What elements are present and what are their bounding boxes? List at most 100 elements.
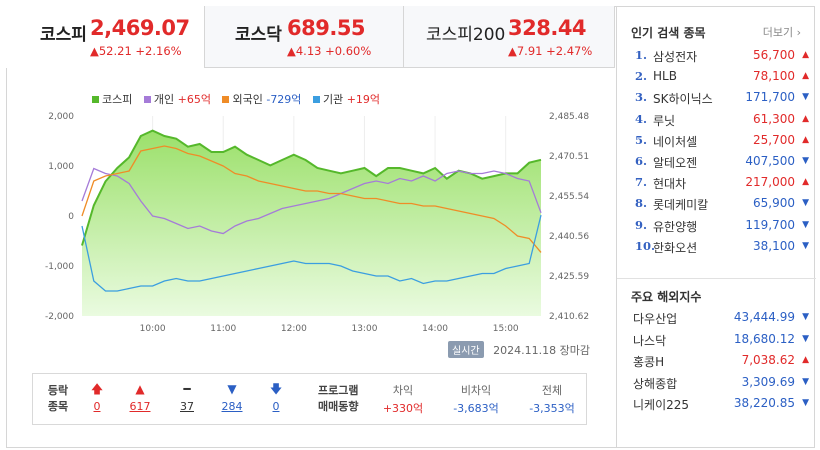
x-tick: 12:00 [281, 324, 307, 334]
stock-name: HLB [653, 69, 677, 84]
kospi-area [82, 130, 541, 316]
y-tick-left: -2,000 [45, 312, 74, 322]
rank-number: 1. [635, 48, 648, 62]
stock-name: 네이처셀 [653, 134, 698, 149]
list-item[interactable]: 2. HLB 78,100 ▲ [631, 69, 811, 90]
more-link[interactable]: 더보기 › [762, 26, 801, 39]
triangle-down-icon: ▼ [802, 398, 809, 408]
popular-title: 인기 검색 종목 [631, 26, 706, 40]
tab-kospi200[interactable]: 코스피200 328.44 ▲7.91 +2.47% [404, 6, 615, 68]
stock-name: 한화오션 [653, 240, 698, 255]
breadth-count[interactable]: 0 [93, 400, 101, 413]
index-value: 18,680.12 [733, 331, 795, 346]
x-tick: 11:00 [210, 324, 236, 334]
legend-label: 기관 [322, 93, 344, 106]
tab-kosdaq[interactable]: 코스닥 689.55 ▲4.13 +0.60% [205, 6, 404, 68]
triangle-down-icon: ▼ [802, 198, 809, 209]
index-tabs: 코스피 2,469.07 ▲52.21 +2.16% 코스닥 689.55 ▲4… [6, 6, 615, 68]
breadth-fall: ▼ 284 [217, 382, 247, 413]
breadth-count[interactable]: 284 [221, 400, 243, 413]
list-item[interactable]: 홍콩H 7,038.62 ▲ [631, 353, 811, 375]
y-tick-left: 2,000 [48, 112, 74, 122]
lower-limit-icon: 🡇 [269, 382, 283, 396]
program-arbitrage: 차익 +330억 [382, 384, 424, 415]
stock-name: 알테오젠 [653, 155, 698, 170]
breadth-count[interactable]: 37 [180, 400, 194, 413]
rise-icon: ▲ [135, 382, 145, 396]
triangle-down-icon: ▼ [802, 240, 809, 251]
list-item[interactable]: 1. 삼성전자 56,700 ▲ [631, 48, 811, 69]
index-name: 상해종합 [633, 376, 678, 391]
foreign-line [81, 145, 542, 253]
triangle-up-icon: ▲ [802, 177, 809, 188]
stock-name: SK하이닉스 [653, 92, 713, 107]
list-item[interactable]: 상해종합 3,309.69 ▼ [631, 375, 811, 397]
breadth-flat: ━ 37 [172, 382, 202, 413]
stock-name: 루닛 [653, 113, 676, 128]
index-change: ▲4.13 +0.60% [287, 44, 372, 58]
stock-price: 38,100 [753, 238, 795, 253]
list-item[interactable]: 3. SK하이닉스 171,700 ▼ [631, 90, 811, 111]
program-non-arbitrage: 비차익 -3,683억 [453, 384, 499, 415]
legend-label: 개인 [153, 93, 175, 106]
chart-legend: 코스피 개인 +65억 외국인 -729억 기관 +19억 [92, 91, 388, 107]
chevron-right-icon: › [796, 26, 801, 39]
index-value: 7,038.62 [741, 353, 795, 367]
list-item[interactable]: 7. 현대차 217,000 ▲ [631, 175, 811, 196]
y-tick-right: 2,410.62 [549, 312, 589, 322]
triangle-down-icon: ▼ [802, 92, 809, 103]
list-item[interactable]: 5. 네이처셀 25,700 ▲ [631, 133, 811, 154]
tab-label: 코스피 [40, 25, 87, 45]
stock-name: 삼성전자 [653, 50, 698, 64]
stock-price: 61,300 [753, 111, 795, 126]
stock-price: 171,700 [745, 90, 795, 105]
list-item[interactable]: 다우산업 43,444.99 ▼ [631, 310, 811, 332]
list-item[interactable]: 10. 한화오션 38,100 ▼ [631, 239, 811, 260]
timestamp-row: 실시간 2024.11.18 장마감 [448, 341, 590, 358]
index-change: ▲52.21 +2.16% [90, 44, 182, 58]
triangle-down-icon: ▼ [802, 155, 809, 166]
breadth-count[interactable]: 617 [129, 400, 151, 413]
y-tick-right: 2,485.48 [549, 112, 589, 122]
realtime-button[interactable]: 실시간 [448, 341, 484, 358]
right-panel: 인기 검색 종목 더보기 › 1. 삼성전자 56,700 ▲ 2. HLB 78,100 ▲… [616, 6, 816, 448]
legend-swatch [92, 96, 99, 103]
breadth-lower-limit: 🡇 0 [261, 382, 291, 413]
stock-price: 119,700 [745, 217, 795, 232]
breadth-count[interactable]: 0 [272, 400, 280, 413]
individual-line [81, 167, 542, 235]
rank-number: 7. [635, 175, 648, 190]
index-value: 43,444.99 [733, 310, 795, 324]
program-trading-title: 프로그램 매매동향 [318, 384, 359, 413]
stock-price: 56,700 [753, 48, 795, 62]
breadth-upper-limit: 🡅 0 [82, 382, 112, 413]
y-tick-right: 2,440.56 [549, 232, 589, 242]
market-breadth-box: 등락 종목 🡅 0 ▲ 617 ━ 37 ▼ 284 🡇 0 프로그램 매매동향 차익 +330… [32, 373, 587, 425]
legend-institution: 기관 +19억 [312, 91, 380, 107]
y-tick-right: 2,455.54 [549, 192, 589, 202]
list-item[interactable]: 4. 루닛 61,300 ▲ [631, 112, 811, 133]
overseas-list: 다우산업 43,444.99 ▼ 나스닥 18,680.12 ▼ 홍콩H 7,038.62 ▲ 상… [631, 310, 811, 418]
x-tick: 14:00 [422, 324, 448, 334]
tab-label: 코스닥 [235, 25, 282, 45]
legend-swatch [222, 96, 230, 103]
triangle-up-icon: ▲ [802, 355, 809, 365]
tab-kospi[interactable]: 코스피 2,469.07 ▲52.21 +2.16% [6, 6, 205, 68]
list-item[interactable]: 니케이225 38,220.85 ▼ [631, 396, 811, 418]
popular-list: 1. 삼성전자 56,700 ▲ 2. HLB 78,100 ▲ 3. SK하이닉스 171,700… [631, 48, 811, 260]
legend-swatch [143, 96, 151, 103]
market-status: 장마감 [559, 344, 590, 357]
list-item[interactable]: 9. 유한양행 119,700 ▼ [631, 218, 811, 239]
stock-price: 78,100 [753, 69, 795, 84]
stock-price: 65,900 [753, 196, 795, 211]
list-item[interactable]: 8. 롯데케미칼 65,900 ▼ [631, 196, 811, 217]
list-item[interactable]: 나스닥 18,680.12 ▼ [631, 332, 811, 354]
rank-number: 2. [635, 69, 648, 84]
stock-name: 현대차 [653, 177, 687, 192]
overseas-title: 주요 해외지수 [631, 290, 702, 304]
program-total: 전체 -3,353억 [529, 384, 575, 415]
list-item[interactable]: 6. 알테오젠 407,500 ▼ [631, 154, 811, 175]
legend-individual: 개인 +65억 [143, 91, 211, 107]
index-change: ▲7.91 +2.47% [508, 44, 593, 58]
